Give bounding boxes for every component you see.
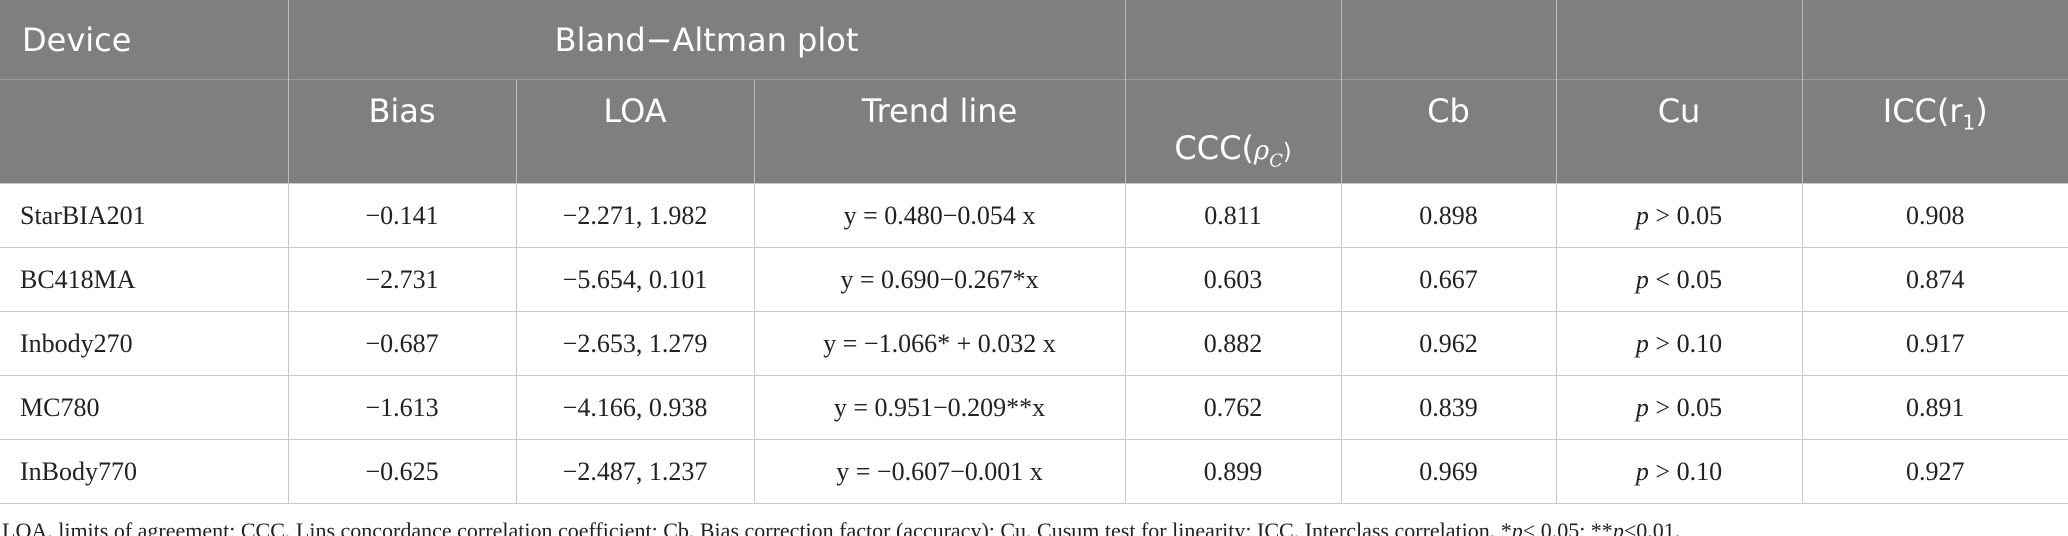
header-cell <box>1340 0 1556 80</box>
header-text: ) <box>1975 92 1988 130</box>
cell: −2.653, 1.279 <box>515 311 755 376</box>
cell: 0.908 <box>1801 183 2068 248</box>
cell: p > 0.05 <box>1555 183 1803 248</box>
cell: StarBIA201 <box>0 183 289 248</box>
cell: −2.731 <box>287 247 517 312</box>
cell-text: > 0.10 <box>1655 328 1723 358</box>
header-cell: Trend line <box>753 79 1125 184</box>
cell: MC780 <box>0 375 289 440</box>
cell: 0.898 <box>1340 183 1557 248</box>
cell: 0.917 <box>1801 311 2068 376</box>
cell: 0.899 <box>1124 439 1342 504</box>
table-row: MC780 −1.613 −4.166, 0.938 y = 0.951−0.209*… <box>0 375 2068 440</box>
cell: p > 0.05 <box>1555 375 1803 440</box>
header-cell <box>1555 0 1802 80</box>
cell: y = 0.690−0.267*x <box>753 247 1126 312</box>
footnote-text: LOA, limits of agreement; CCC, Lins conc… <box>2 518 1512 536</box>
cell: p > 0.10 <box>1555 439 1803 504</box>
cell-text: > 0.05 <box>1655 392 1723 422</box>
cell: −0.141 <box>287 183 517 248</box>
cell: −2.487, 1.237 <box>515 439 755 504</box>
cell: 0.874 <box>1801 247 2068 312</box>
table-row: InBody770 −0.625 −2.487, 1.237 y = −0.607−0… <box>0 439 2068 504</box>
header-cell: LOA <box>515 79 754 184</box>
italic-p: p <box>1635 200 1649 230</box>
cell: Inbody270 <box>0 311 289 376</box>
cell: y = 0.951−0.209**x <box>753 375 1126 440</box>
cell: −4.166, 0.938 <box>515 375 755 440</box>
italic-p: p <box>1635 392 1649 422</box>
table-row: Inbody270 −0.687 −2.653, 1.279 y = −1.066* … <box>0 311 2068 376</box>
cell: y = 0.480−0.054 x <box>753 183 1126 248</box>
footnote-text: p <box>1612 518 1624 536</box>
cell-text: > 0.05 <box>1655 200 1723 230</box>
table-row: StarBIA201 −0.141 −2.271, 1.982 y = 0.480−0… <box>0 183 2068 248</box>
cell: p > 0.10 <box>1555 311 1803 376</box>
footnote: LOA, limits of agreement; CCC, Lins conc… <box>0 504 2068 536</box>
header-sub: 1 <box>1962 110 1976 135</box>
header-cell <box>1801 0 2068 80</box>
cell: 0.969 <box>1340 439 1557 504</box>
header-text: ICC(r <box>1882 92 1963 130</box>
cell: 0.667 <box>1340 247 1557 312</box>
cell: 0.882 <box>1124 311 1342 376</box>
results-table: Device Bland−Altman plot Bias LOA Trend li… <box>0 0 2068 504</box>
cell: 0.811 <box>1124 183 1342 248</box>
cell: p < 0.05 <box>1555 247 1803 312</box>
header-cell: Cu <box>1555 79 1802 184</box>
cell: −0.625 <box>287 439 517 504</box>
cell: 0.762 <box>1124 375 1342 440</box>
header-cell <box>0 79 288 184</box>
header-cell: ICC(r1) <box>1801 79 2068 184</box>
footnote-text: p <box>1511 518 1523 536</box>
header-cell: CCC(ρC) <box>1124 79 1341 184</box>
italic-p: p <box>1635 456 1649 486</box>
header-cell <box>1124 0 1341 80</box>
table-row: BC418MA −2.731 −5.654, 0.101 y = 0.690−0.26… <box>0 247 2068 312</box>
cell: 0.962 <box>1340 311 1557 376</box>
header-text: CCC( <box>1174 128 1254 167</box>
cell: −2.271, 1.982 <box>515 183 755 248</box>
header-symbol: ρ <box>1253 135 1270 166</box>
cell: y = −1.066* + 0.032 x <box>753 311 1126 376</box>
header-cell: Device <box>0 0 288 80</box>
cell: y = −0.607−0.001 x <box>753 439 1126 504</box>
italic-p: p <box>1635 328 1649 358</box>
cell: 0.839 <box>1340 375 1557 440</box>
cell: InBody770 <box>0 439 289 504</box>
cell: −5.654, 0.101 <box>515 247 755 312</box>
cell: −1.613 <box>287 375 517 440</box>
cell-text: > 0.10 <box>1655 456 1723 486</box>
header-cell: Bias <box>287 79 516 184</box>
header-text: ) <box>1283 139 1292 165</box>
italic-p: p <box>1635 264 1649 294</box>
header-sub: C <box>1269 150 1283 171</box>
cell: −0.687 <box>287 311 517 376</box>
header-cell: Cb <box>1340 79 1556 184</box>
cell: 0.891 <box>1801 375 2068 440</box>
cell: 0.927 <box>1801 439 2068 504</box>
header-cell: Bland−Altman plot <box>287 0 1125 80</box>
footnote-text: <0.01. <box>1623 518 1681 536</box>
cell: BC418MA <box>0 247 289 312</box>
cell-text: < 0.05 <box>1655 264 1723 294</box>
footnote-text: < 0.05; ** <box>1522 518 1613 536</box>
cell: 0.603 <box>1124 247 1342 312</box>
